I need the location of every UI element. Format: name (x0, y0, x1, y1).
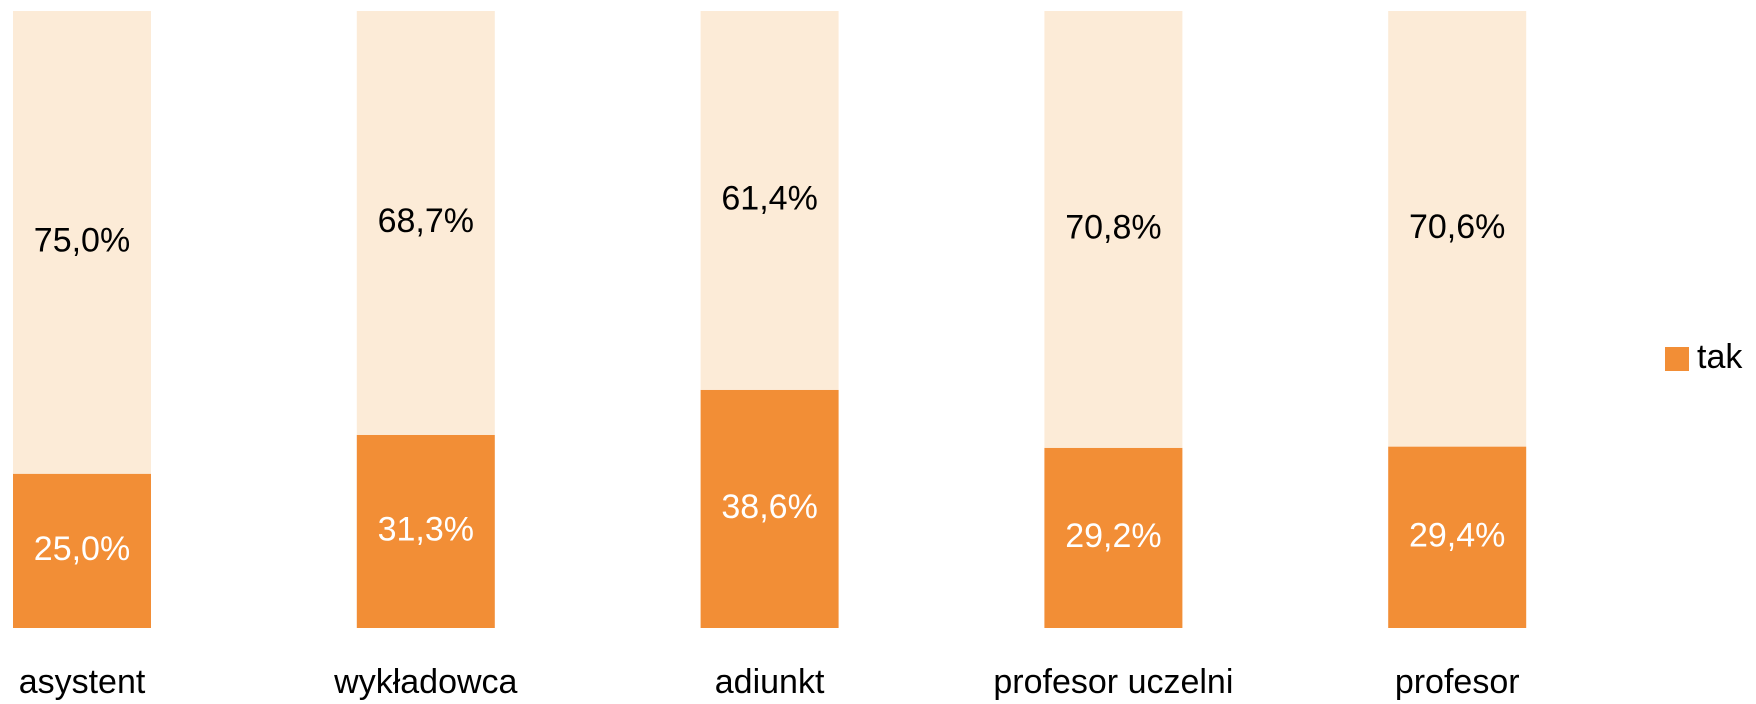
bar-segment (1388, 11, 1527, 447)
data-label: 29,2% (1065, 517, 1161, 555)
x-tick-label: asystent (19, 663, 146, 701)
x-tick-label: wykładowca (333, 663, 517, 701)
bar-segment (700, 11, 839, 390)
data-label: 25,0% (34, 530, 130, 568)
data-label: 70,6% (1409, 208, 1505, 246)
data-label: 75,0% (34, 221, 130, 259)
x-tick-label: profesor (1395, 663, 1520, 701)
data-label: 70,8% (1065, 208, 1161, 246)
x-tick-label: profesor uczelni (993, 663, 1233, 701)
data-label: 68,7% (378, 202, 474, 240)
bar-segment (1044, 447, 1183, 628)
data-label: 31,3% (378, 510, 474, 548)
data-label: 61,4% (721, 179, 817, 217)
legend-swatch (1665, 347, 1689, 371)
data-label: 29,4% (1409, 516, 1505, 554)
data-label: 38,6% (721, 488, 817, 526)
bar-segment (356, 434, 495, 628)
x-tick-label: adiunkt (715, 663, 825, 701)
bar-segment (356, 11, 495, 435)
bar-segment (13, 473, 151, 628)
bar-segment (13, 11, 151, 474)
legend-label: tak (1697, 338, 1743, 376)
bar-segment (1388, 446, 1527, 628)
bar-segment (700, 389, 839, 628)
bar-segment (1044, 11, 1183, 448)
